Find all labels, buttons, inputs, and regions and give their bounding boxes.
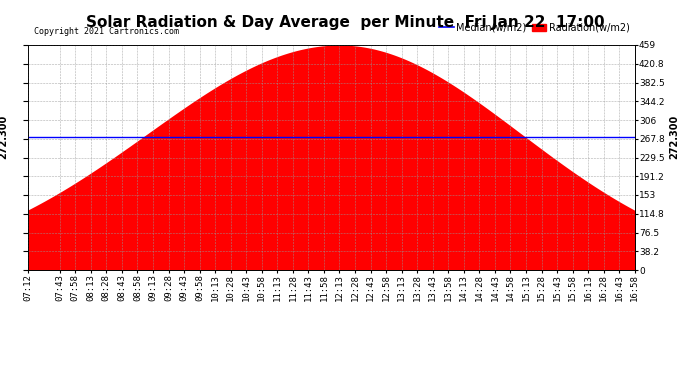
Legend: Median(w/m2), Radiation(w/m2): Median(w/m2), Radiation(w/m2) bbox=[439, 23, 630, 33]
Text: 272.300: 272.300 bbox=[669, 114, 679, 159]
Text: 272.300: 272.300 bbox=[0, 114, 8, 159]
Text: Solar Radiation & Day Average  per Minute  Fri Jan 22  17:00: Solar Radiation & Day Average per Minute… bbox=[86, 15, 604, 30]
Text: Copyright 2021 Cartronics.com: Copyright 2021 Cartronics.com bbox=[34, 27, 179, 36]
